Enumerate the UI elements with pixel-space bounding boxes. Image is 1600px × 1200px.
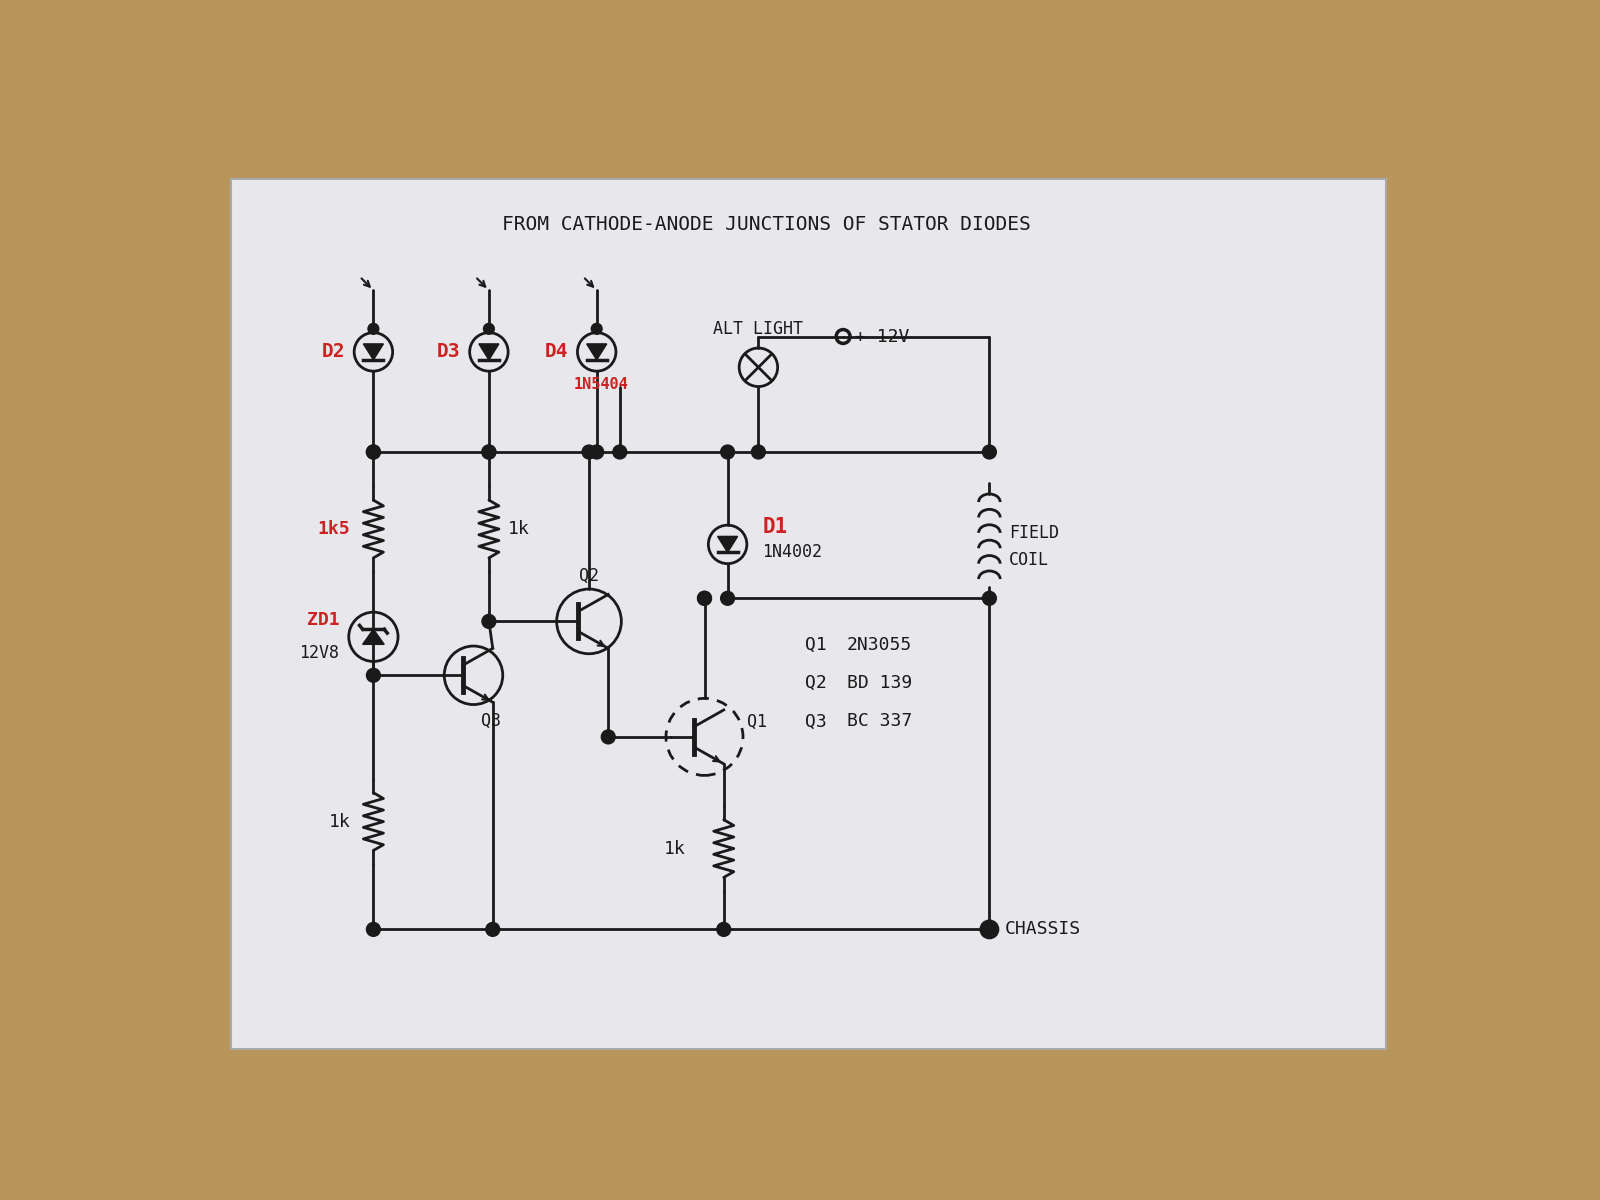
Text: Q3: Q3 xyxy=(482,713,501,731)
Circle shape xyxy=(366,668,381,683)
Circle shape xyxy=(482,445,496,458)
Circle shape xyxy=(368,324,379,334)
Text: 1k: 1k xyxy=(328,812,350,830)
Circle shape xyxy=(698,592,712,605)
Text: D3: D3 xyxy=(437,342,461,361)
Text: Q2: Q2 xyxy=(805,674,826,692)
Text: ALT LIGHT: ALT LIGHT xyxy=(714,320,803,338)
Text: BC 337: BC 337 xyxy=(846,713,912,731)
Circle shape xyxy=(486,923,499,936)
Text: CHASSIS: CHASSIS xyxy=(1005,920,1082,938)
Text: FIELD: FIELD xyxy=(1008,524,1059,542)
Text: + 12V: + 12V xyxy=(854,328,909,346)
Text: Q3: Q3 xyxy=(805,713,826,731)
Text: D4: D4 xyxy=(544,342,568,361)
Polygon shape xyxy=(363,344,384,360)
Circle shape xyxy=(602,730,614,744)
Text: 1k5: 1k5 xyxy=(318,520,350,538)
Text: 1k: 1k xyxy=(664,840,685,858)
Text: BD 139: BD 139 xyxy=(846,674,912,692)
Circle shape xyxy=(698,592,712,605)
Text: ZD1: ZD1 xyxy=(307,611,339,629)
Text: 2N3055: 2N3055 xyxy=(846,636,912,654)
Circle shape xyxy=(982,592,997,605)
FancyBboxPatch shape xyxy=(230,179,1386,1049)
Circle shape xyxy=(720,445,734,458)
Text: 1N5404: 1N5404 xyxy=(573,377,627,392)
Circle shape xyxy=(590,445,603,458)
Circle shape xyxy=(592,324,602,334)
Text: Q1: Q1 xyxy=(747,713,766,731)
Circle shape xyxy=(720,592,734,605)
Text: Q1: Q1 xyxy=(805,636,826,654)
Circle shape xyxy=(366,923,381,936)
Circle shape xyxy=(752,445,765,458)
Polygon shape xyxy=(587,344,606,360)
Polygon shape xyxy=(717,536,738,552)
Text: D1: D1 xyxy=(762,517,787,538)
Circle shape xyxy=(717,923,731,936)
Circle shape xyxy=(982,923,997,936)
Circle shape xyxy=(981,920,998,938)
Circle shape xyxy=(982,445,997,458)
Circle shape xyxy=(366,445,381,458)
Text: Q2: Q2 xyxy=(579,568,598,586)
Text: 1k: 1k xyxy=(509,520,530,538)
Text: D2: D2 xyxy=(322,342,346,361)
Circle shape xyxy=(482,614,496,629)
Circle shape xyxy=(613,445,627,458)
Polygon shape xyxy=(363,629,384,644)
Circle shape xyxy=(482,445,496,458)
Circle shape xyxy=(366,445,381,458)
Polygon shape xyxy=(478,344,499,360)
Text: 12V8: 12V8 xyxy=(299,644,339,662)
Text: COIL: COIL xyxy=(1008,551,1048,569)
Text: 1N4002: 1N4002 xyxy=(762,544,822,562)
Circle shape xyxy=(483,324,494,334)
Circle shape xyxy=(582,445,595,458)
Text: FROM CATHODE-ANODE JUNCTIONS OF STATOR DIODES: FROM CATHODE-ANODE JUNCTIONS OF STATOR D… xyxy=(502,215,1030,234)
